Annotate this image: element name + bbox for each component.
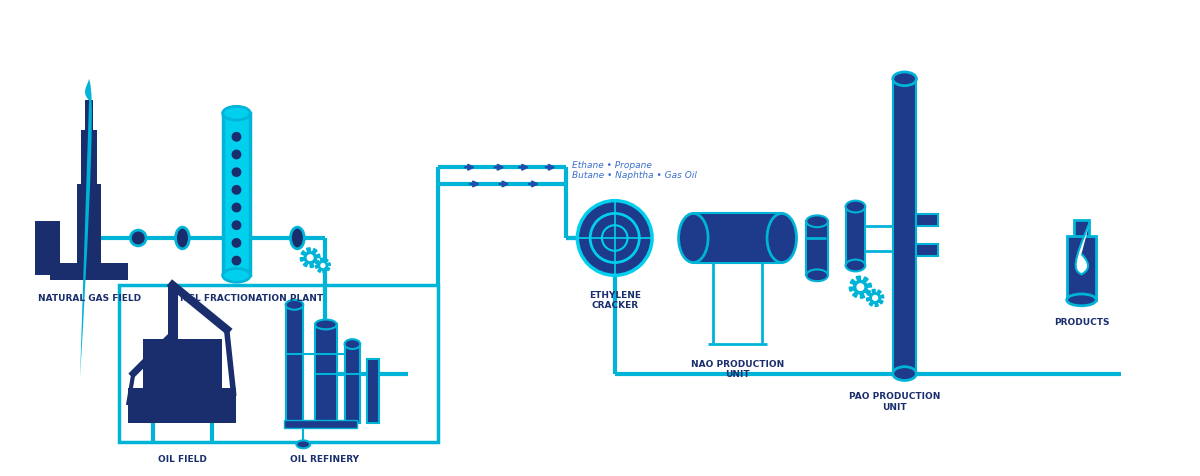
Circle shape (232, 186, 241, 195)
Bar (143, 339, 222, 388)
Bar (367, 359, 379, 423)
Bar (846, 207, 865, 266)
Ellipse shape (806, 216, 828, 228)
Bar (128, 388, 236, 423)
Bar (286, 305, 304, 423)
Bar (223, 114, 251, 276)
Ellipse shape (286, 300, 304, 310)
Ellipse shape (296, 440, 310, 448)
Ellipse shape (290, 228, 305, 249)
Circle shape (232, 256, 241, 266)
Polygon shape (300, 248, 320, 268)
Polygon shape (866, 290, 883, 307)
Bar (85, 101, 94, 130)
Bar (283, 420, 358, 428)
Circle shape (232, 168, 241, 178)
Bar (1067, 237, 1096, 300)
Ellipse shape (316, 320, 337, 330)
Text: ETHYLENE
CRACKER: ETHYLENE CRACKER (589, 290, 641, 310)
Circle shape (307, 255, 313, 262)
Ellipse shape (344, 339, 360, 349)
Polygon shape (850, 277, 871, 298)
Ellipse shape (223, 107, 251, 121)
Text: OIL REFINERY: OIL REFINERY (290, 454, 359, 463)
Bar (806, 222, 828, 276)
Bar (168, 286, 178, 339)
Bar (344, 344, 360, 423)
Ellipse shape (767, 214, 797, 263)
Bar (893, 79, 917, 374)
Text: Ethane • Propane
Butane • Naphtha • Gas Oil: Ethane • Propane Butane • Naphtha • Gas … (572, 160, 697, 179)
Bar (917, 215, 938, 227)
Ellipse shape (223, 269, 251, 283)
Circle shape (857, 284, 864, 291)
Ellipse shape (1067, 294, 1096, 306)
Ellipse shape (893, 367, 917, 381)
Circle shape (320, 263, 325, 268)
Text: NAO PRODUCTION
UNIT: NAO PRODUCTION UNIT (691, 359, 784, 378)
Text: PAO PRODUCTION
UNIT: PAO PRODUCTION UNIT (850, 391, 941, 411)
Polygon shape (316, 258, 330, 273)
Bar (35, 222, 53, 276)
Text: NATURAL GAS FIELD: NATURAL GAS FIELD (37, 293, 140, 302)
Bar (77, 185, 101, 263)
Ellipse shape (846, 201, 865, 213)
Ellipse shape (806, 270, 828, 282)
Circle shape (872, 295, 878, 301)
Circle shape (232, 133, 241, 142)
Text: OIL FIELD: OIL FIELD (158, 454, 206, 463)
Bar (1074, 221, 1090, 237)
Bar (316, 325, 337, 423)
Bar (917, 244, 938, 256)
Ellipse shape (679, 214, 708, 263)
PathPatch shape (1075, 255, 1088, 275)
Bar (694, 214, 781, 263)
Bar (49, 263, 128, 281)
Circle shape (577, 201, 652, 276)
Circle shape (232, 221, 241, 231)
Text: NGL FRACTIONATION PLANT: NGL FRACTIONATION PLANT (180, 293, 323, 302)
Ellipse shape (846, 260, 865, 272)
Circle shape (232, 238, 241, 248)
PathPatch shape (85, 79, 94, 101)
Ellipse shape (893, 73, 917, 87)
Circle shape (131, 231, 146, 247)
Bar (82, 130, 97, 185)
Circle shape (232, 150, 241, 160)
Bar (119, 286, 438, 442)
Text: PRODUCTS: PRODUCTS (1054, 317, 1109, 326)
Bar (48, 222, 60, 266)
Circle shape (232, 203, 241, 213)
Ellipse shape (175, 228, 190, 249)
